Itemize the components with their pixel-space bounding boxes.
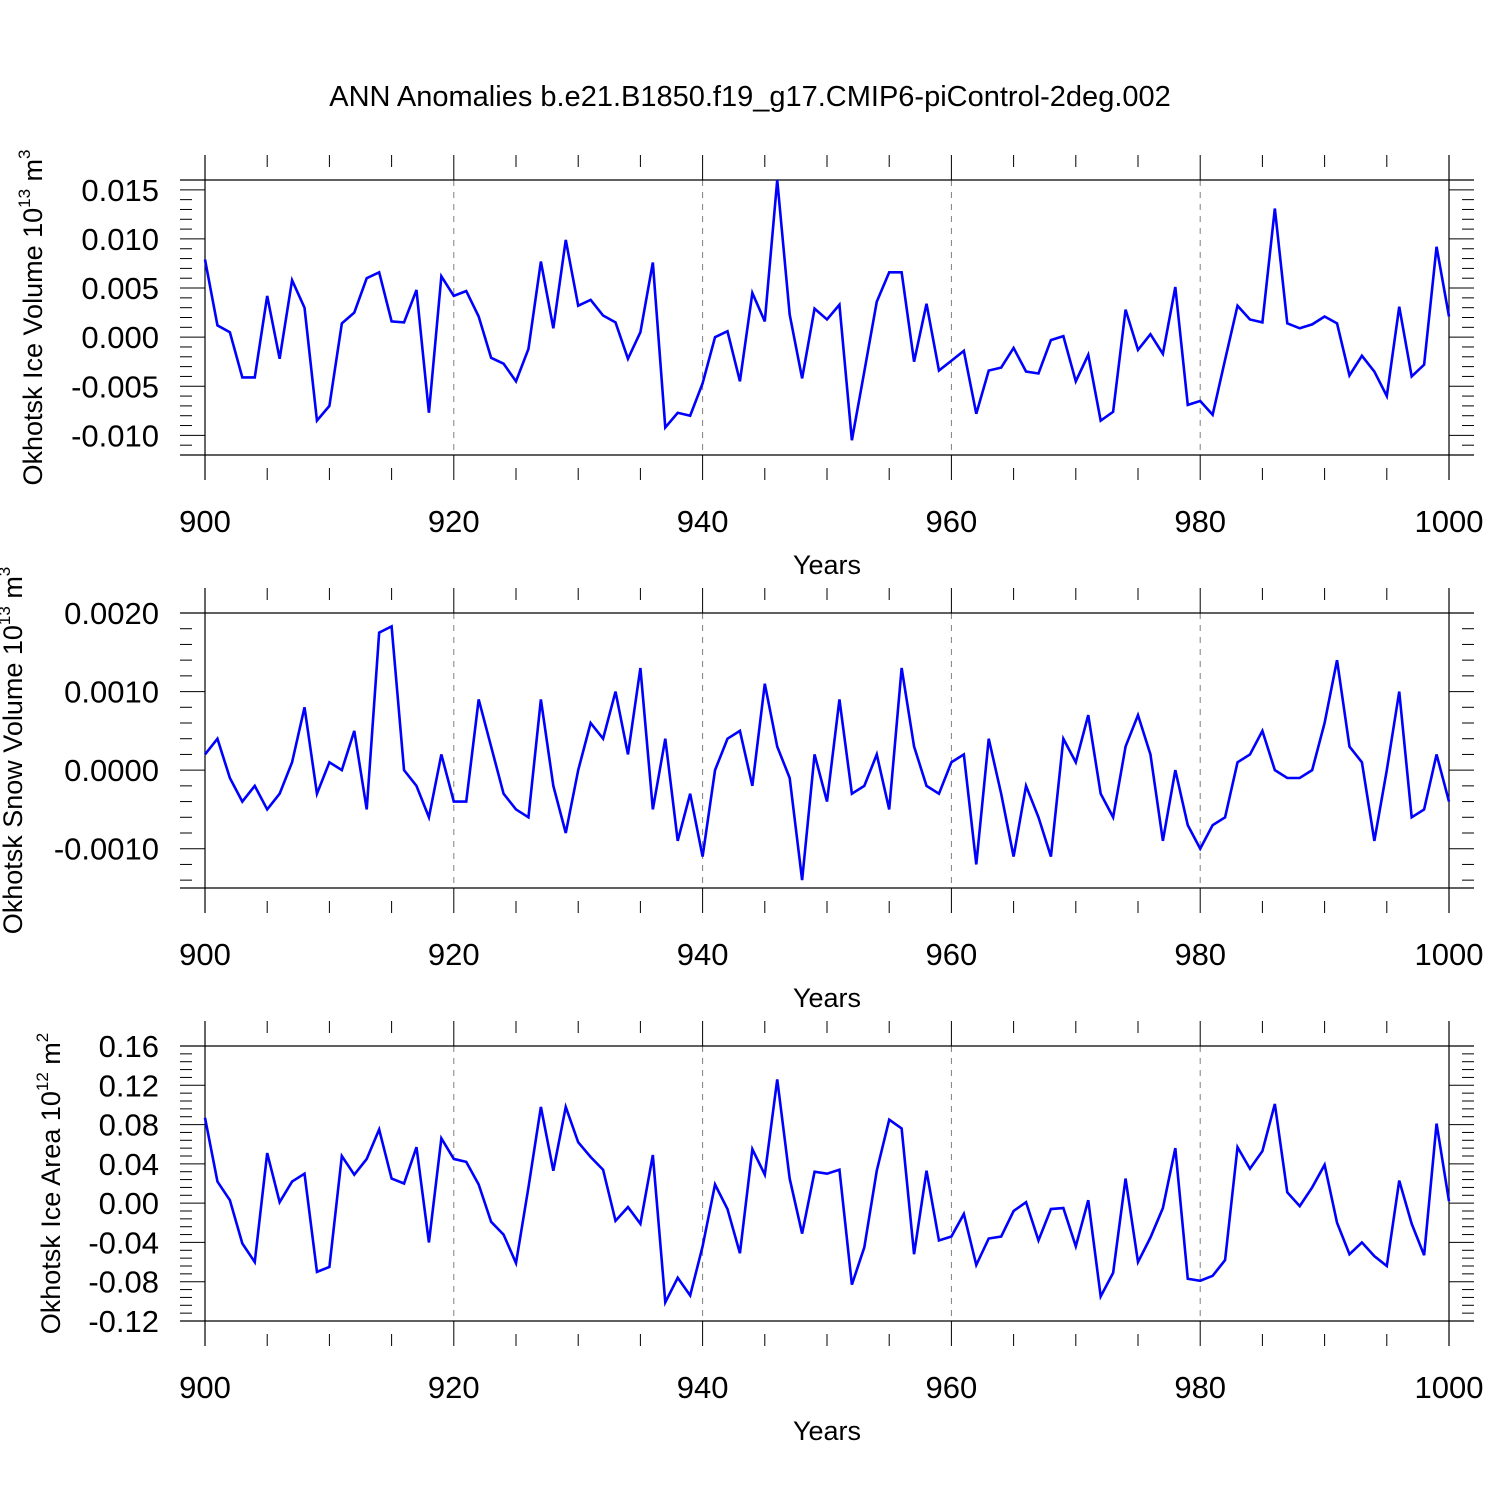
series-line [203,179,1451,441]
panel-3: 900 920 940 960 980 1000 -0.12 -0.08 -0.04 0.00 0.… [33,1021,1483,1446]
x-tick-label: 980 [1174,504,1226,539]
y-tick-label: 0.16 [99,1029,159,1064]
series-line [203,1079,1451,1308]
x-tick-label: 1000 [1415,937,1484,972]
y-tick-label: -0.0010 [54,832,159,867]
x-tick-label: 940 [677,1370,729,1405]
y-tick-label: 0.015 [81,173,159,208]
y-tick-label: -0.010 [71,418,159,453]
x-tick-label: 920 [428,1370,480,1405]
y-tick-label: -0.005 [71,369,159,404]
x-tick-label: 980 [1174,937,1226,972]
panel-1: 900 920 940 960 980 1000 -0.010 -0.005 0.000 0.00… [15,149,1483,580]
y-tick-label: 0.00 [99,1186,159,1221]
x-tick-label: 900 [179,504,231,539]
y-tick-label: -0.04 [88,1225,159,1260]
y-tick-label: 0.08 [99,1108,159,1143]
y-axis-label: Okhotsk Snow Volume 1013 m3 [0,567,28,935]
series-line [203,624,1451,881]
y-tick-label: 0.12 [99,1068,159,1103]
x-tick-label: 900 [179,1370,231,1405]
chart-title: ANN Anomalies b.e21.B1850.f19_g17.CMIP6-… [329,81,1171,113]
y-tick-label: -0.12 [88,1304,159,1339]
y-tick-label: 0.0000 [64,753,159,788]
x-tick-label: 940 [677,937,729,972]
x-tick-label: 1000 [1415,504,1484,539]
panel-2: 900 920 940 960 980 1000 -0.0010 0.0000 0.0010 0.… [0,567,1483,1013]
x-tick-label: 900 [179,937,231,972]
y-tick-label: 0.005 [81,271,159,306]
x-tick-label: 980 [1174,1370,1226,1405]
y-tick-label: 0.010 [81,222,159,257]
x-tick-label: 940 [677,504,729,539]
x-tick-label: 960 [926,504,978,539]
y-tick-label: 0.0010 [64,675,159,710]
x-axis-label: Years [793,983,861,1013]
y-axis-label: Okhotsk Ice Area 1012 m2 [33,1033,66,1335]
y-axis-label: Okhotsk Ice Volume 1013 m3 [15,149,48,485]
x-axis-label: Years [793,1416,861,1446]
y-tick-label: 0.000 [81,320,159,355]
y-tick-label: -0.08 [88,1265,159,1300]
x-tick-label: 920 [428,937,480,972]
x-tick-label: 920 [428,504,480,539]
x-tick-label: 960 [926,1370,978,1405]
y-tick-label: 0.0020 [64,596,159,631]
x-tick-label: 1000 [1415,1370,1484,1405]
panels: 900 920 940 960 980 1000 -0.010 -0.005 0.000 0.00… [0,149,1483,1446]
y-tick-label: 0.04 [99,1147,159,1182]
x-tick-label: 960 [926,937,978,972]
x-axis-label: Years [793,550,861,580]
